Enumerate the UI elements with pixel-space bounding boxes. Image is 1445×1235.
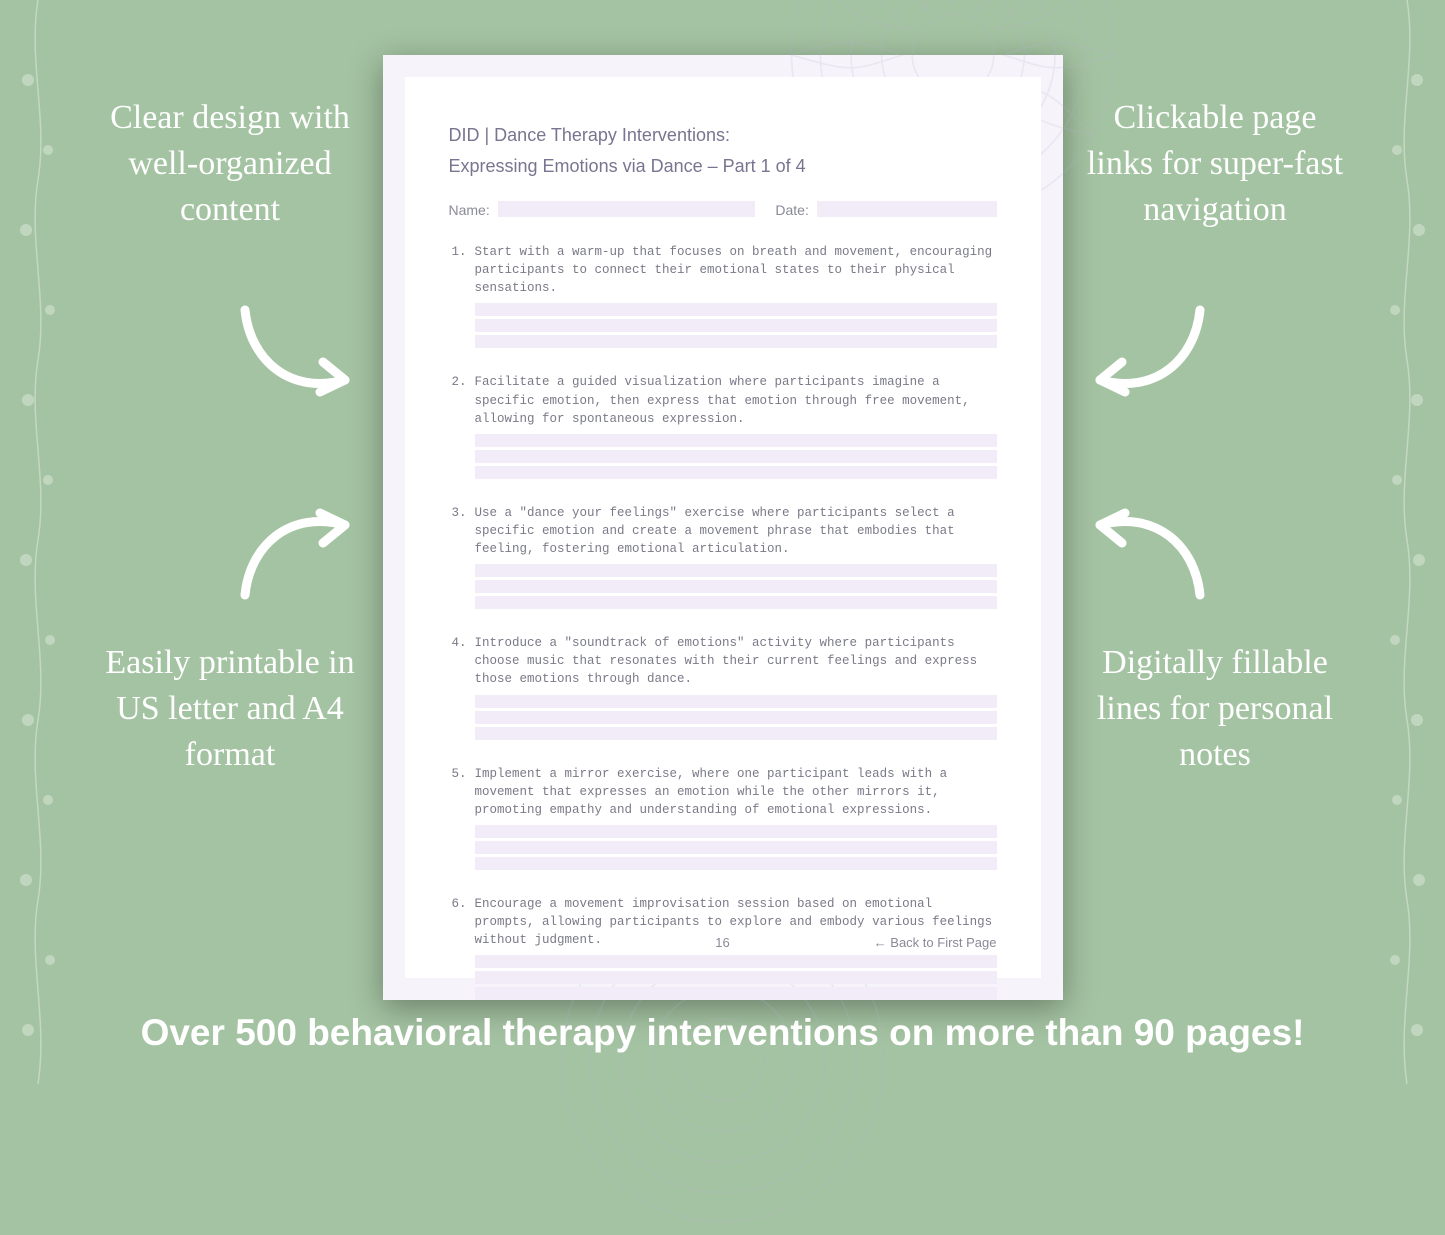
item-text: Introduce a "soundtrack of emotions" act… <box>475 634 997 688</box>
fill-line[interactable] <box>475 596 997 609</box>
item-text: Use a "dance your feelings" exercise whe… <box>475 504 997 558</box>
callout-bottom-right: Digitally fillable lines for personal no… <box>1085 640 1345 778</box>
arrow-top-right-icon <box>1085 300 1215 410</box>
list-item: 4. Introduce a "soundtrack of emotions" … <box>449 634 997 742</box>
item-text: Start with a warm-up that focuses on bre… <box>475 243 997 297</box>
fill-line[interactable] <box>475 727 997 740</box>
item-number: 3. <box>449 504 467 612</box>
item-text: Implement a mirror exercise, where one p… <box>475 765 997 819</box>
fill-line[interactable] <box>475 841 997 854</box>
fill-line[interactable] <box>475 955 997 968</box>
fill-line[interactable] <box>475 971 997 984</box>
callout-bottom-left: Easily printable in US letter and A4 for… <box>100 640 360 778</box>
item-number: 4. <box>449 634 467 742</box>
fill-line[interactable] <box>475 695 997 708</box>
item-number: 5. <box>449 765 467 873</box>
fill-line[interactable] <box>475 987 997 1000</box>
arrow-bottom-right-icon <box>1085 495 1215 605</box>
name-field[interactable] <box>498 201 756 217</box>
floral-border-right <box>1377 0 1437 1084</box>
date-field[interactable] <box>817 201 997 217</box>
fill-line[interactable] <box>475 825 997 838</box>
items-list: 1. Start with a warm-up that focuses on … <box>449 243 997 1003</box>
doc-title-line1: DID | Dance Therapy Interventions: <box>449 125 997 146</box>
fill-line[interactable] <box>475 319 997 332</box>
list-item: 3. Use a "dance your feelings" exercise … <box>449 504 997 612</box>
callout-top-right: Clickable page links for super-fast navi… <box>1085 95 1345 233</box>
floral-border-left <box>8 0 68 1084</box>
item-number: 1. <box>449 243 467 351</box>
list-item: 1. Start with a warm-up that focuses on … <box>449 243 997 351</box>
page-number: 16 <box>715 935 729 950</box>
document-inner: DID | Dance Therapy Interventions: Expre… <box>405 77 1041 978</box>
fill-line[interactable] <box>475 564 997 577</box>
fill-line[interactable] <box>475 580 997 593</box>
name-label: Name: <box>449 201 490 219</box>
item-number: 2. <box>449 373 467 481</box>
date-label: Date: <box>775 201 808 219</box>
list-item: 5. Implement a mirror exercise, where on… <box>449 765 997 873</box>
bottom-banner: Over 500 behavioral therapy intervention… <box>0 1012 1445 1054</box>
fill-line[interactable] <box>475 434 997 447</box>
arrow-top-left-icon <box>230 300 360 410</box>
document-page: DID | Dance Therapy Interventions: Expre… <box>383 55 1063 1000</box>
arrow-bottom-left-icon <box>230 495 360 605</box>
item-text: Facilitate a guided visualization where … <box>475 373 997 427</box>
callout-top-left: Clear design with well-organized content <box>100 95 360 233</box>
fill-line[interactable] <box>475 450 997 463</box>
fill-line[interactable] <box>475 711 997 724</box>
list-item: 2. Facilitate a guided visualization whe… <box>449 373 997 481</box>
doc-footer: 16 ← Back to First Page <box>449 935 997 950</box>
fill-line[interactable] <box>475 857 997 870</box>
doc-title-line2: Expressing Emotions via Dance – Part 1 o… <box>449 156 997 177</box>
back-to-first-link[interactable]: ← Back to First Page <box>874 935 997 950</box>
fill-line[interactable] <box>475 303 997 316</box>
fill-line[interactable] <box>475 335 997 348</box>
fill-line[interactable] <box>475 466 997 479</box>
name-date-row: Name: Date: <box>449 201 997 219</box>
